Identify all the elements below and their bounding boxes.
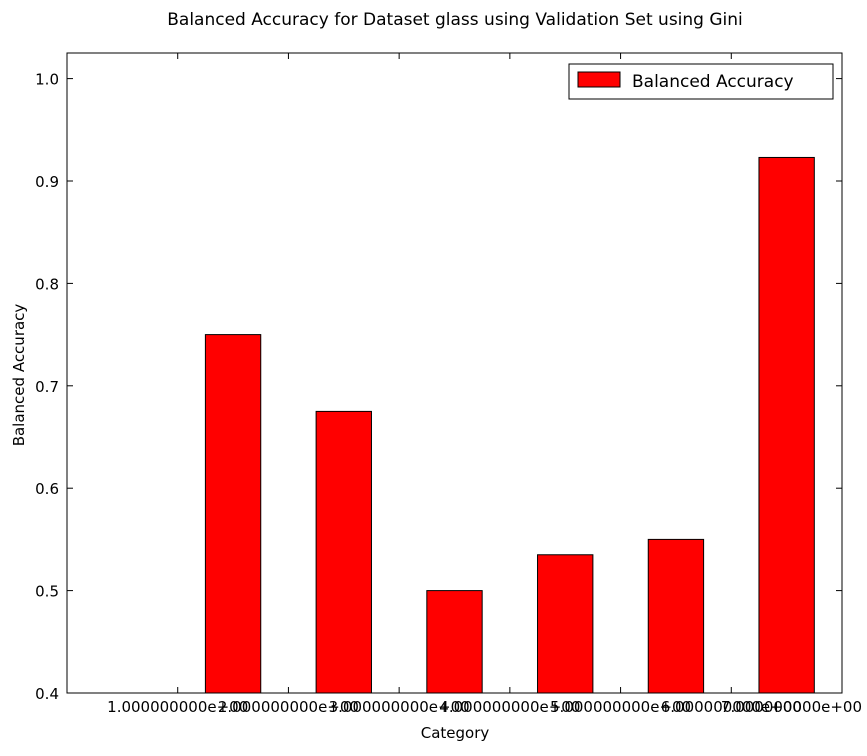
legend-swatch	[577, 71, 621, 88]
y-tick-label: 0.7	[35, 378, 59, 396]
x-axis-ticks: 1.000000000e+002.000000000e+003.00000000…	[107, 53, 862, 716]
bar	[426, 590, 483, 694]
bars-group	[204, 156, 815, 694]
legend: Balanced Accuracy	[568, 63, 834, 100]
x-tick-label: 3.000000000e+00	[329, 698, 470, 716]
x-tick-label: 5.000000000e+00	[550, 698, 691, 716]
x-tick-label: 1.000000000e+00	[107, 698, 248, 716]
legend-label: Balanced Accuracy	[632, 72, 794, 92]
bar	[647, 538, 705, 694]
x-tick-label: 4.000000000e+00	[439, 698, 580, 716]
y-axis-label: Balanced Accuracy	[10, 304, 28, 447]
bar	[537, 554, 594, 694]
x-tick-label: 7.000000000e+00	[721, 698, 862, 716]
bar	[315, 410, 372, 694]
x-tick-label: 2.000000000e+00	[218, 698, 359, 716]
y-tick-label: 0.6	[35, 480, 59, 498]
x-tick-label: 6.000000000e+00	[661, 698, 802, 716]
bar	[758, 156, 815, 694]
y-axis-ticks: 0.4 0.5 0.6 0.7 0.8 0.9 1.0	[35, 71, 842, 703]
y-tick-label: 0.4	[35, 685, 59, 703]
y-tick-label: 0.8	[35, 275, 59, 293]
y-tick-label: 0.9	[35, 173, 59, 191]
bar	[204, 334, 262, 694]
chart-title: Balanced Accuracy for Dataset glass usin…	[167, 10, 743, 30]
plot-frame	[66, 52, 843, 694]
y-tick-label: 0.5	[35, 583, 59, 601]
x-axis-label: Category	[421, 724, 490, 742]
y-tick-label: 1.0	[35, 71, 59, 89]
